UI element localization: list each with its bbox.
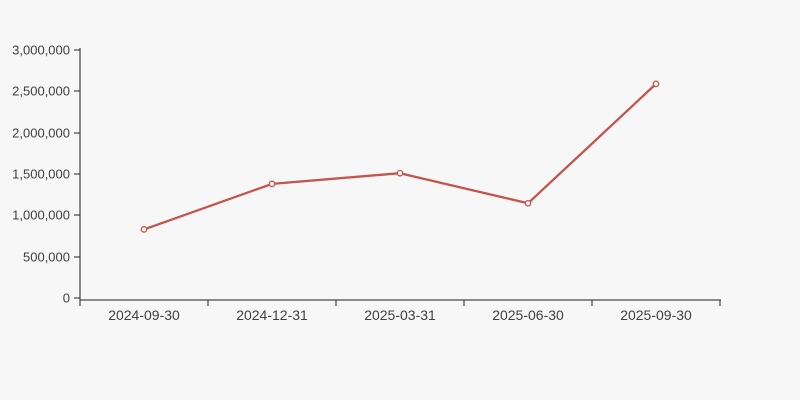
y-axis-tick-label: 1,000,000 <box>12 208 70 223</box>
y-axis-tick-label: 3,000,000 <box>12 43 70 58</box>
x-axis-tick-label: 2024-12-31 <box>236 307 308 323</box>
y-axis-tick-label: 1,500,000 <box>12 167 70 182</box>
x-axis-tick-label: 2025-03-31 <box>364 307 436 323</box>
data-point-marker[interactable] <box>652 80 660 88</box>
y-axis-tick-label: 500,000 <box>23 250 70 265</box>
data-point-marker[interactable] <box>524 199 532 207</box>
x-axis-tick-label: 2024-09-30 <box>108 307 180 323</box>
y-axis-tick-label: 2,000,000 <box>12 126 70 141</box>
y-axis-tick-label: 2,500,000 <box>12 84 70 99</box>
data-point-marker[interactable] <box>268 180 276 188</box>
x-axis-tick-label: 2025-09-30 <box>620 307 692 323</box>
series-line <box>142 82 658 231</box>
data-point-marker[interactable] <box>140 226 148 233</box>
y-axis-tick-label: 0 <box>63 291 70 306</box>
x-axis-tick-label: 2025-06-30 <box>492 307 564 323</box>
data-point-marker[interactable] <box>396 169 404 177</box>
